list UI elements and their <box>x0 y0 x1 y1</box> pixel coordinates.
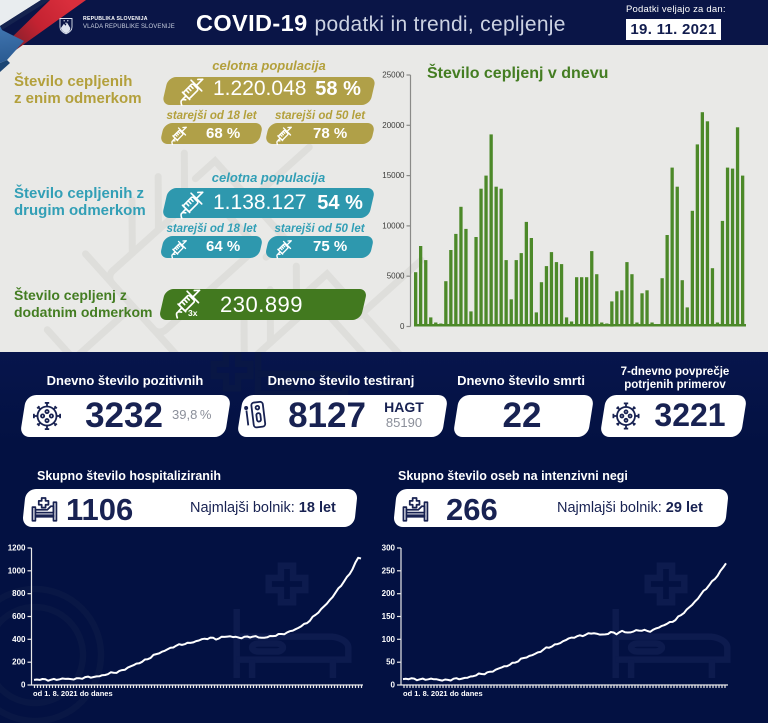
svg-text:15000: 15000 <box>382 171 405 180</box>
svg-text:0: 0 <box>400 322 405 331</box>
svg-text:10000: 10000 <box>382 221 405 230</box>
svg-text:800: 800 <box>12 589 26 598</box>
svg-text:5000: 5000 <box>387 272 405 281</box>
svg-text:1000: 1000 <box>8 566 26 575</box>
svg-text:50: 50 <box>386 658 395 667</box>
svg-text:25000: 25000 <box>382 71 405 80</box>
svg-text:150: 150 <box>382 612 396 621</box>
svg-text:400: 400 <box>12 635 26 644</box>
svg-text:250: 250 <box>382 566 396 575</box>
svg-text:20000: 20000 <box>382 121 405 130</box>
svg-text:200: 200 <box>382 589 396 598</box>
svg-text:1200: 1200 <box>8 544 26 553</box>
svg-text:100: 100 <box>382 635 396 644</box>
svg-text:600: 600 <box>12 612 26 621</box>
svg-text:0: 0 <box>21 681 26 690</box>
svg-text:3x: 3x <box>188 308 198 318</box>
svg-text:0: 0 <box>391 681 396 690</box>
svg-text:200: 200 <box>12 658 26 667</box>
svg-text:300: 300 <box>382 544 396 553</box>
